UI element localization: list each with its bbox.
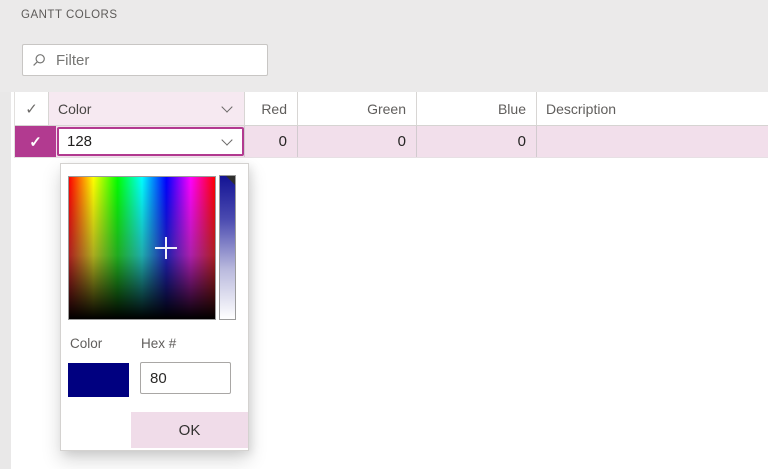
crosshair-icon (155, 237, 177, 259)
ok-button[interactable]: OK (131, 412, 248, 448)
color-cell: 128 (56, 126, 245, 157)
checkmark-icon: ✓ (25, 100, 38, 118)
color-picker-popup: Color Hex # OK (60, 163, 249, 451)
select-all-checkbox[interactable]: ✓ (15, 92, 49, 125)
saturation-value-area[interactable] (68, 176, 216, 320)
slider-arrow-icon (226, 176, 235, 185)
hex-input[interactable] (140, 362, 231, 394)
color-dropdown[interactable]: 128 (57, 127, 244, 156)
column-header-green[interactable]: Green (298, 92, 417, 125)
search-icon (33, 54, 45, 66)
value-slider[interactable] (219, 175, 236, 320)
cell-blue[interactable]: 0 (417, 126, 537, 157)
hex-label: Hex # (141, 336, 177, 351)
column-header-blue[interactable]: Blue (417, 92, 537, 125)
checkmark-icon: ✓ (29, 133, 42, 151)
grid-header-row: ✓ Color Red Green Blue Description (15, 92, 768, 126)
color-swatch (68, 363, 129, 397)
table-row: ✓ 128 0 0 0 (15, 126, 768, 158)
column-header-color[interactable]: Color (49, 92, 245, 125)
chevron-down-icon (221, 133, 233, 146)
color-label: Color (70, 336, 103, 351)
color-grid: ✓ Color Red Green Blue Description ✓ 128 (14, 92, 768, 158)
page-title: GANTT COLORS (21, 9, 118, 21)
header-bar: GANTT COLORS (0, 0, 768, 92)
cell-description[interactable] (537, 126, 768, 157)
column-header-red[interactable]: Red (245, 92, 298, 125)
color-dropdown-value: 128 (67, 133, 93, 150)
chevron-down-icon (221, 100, 233, 113)
filter-input[interactable] (54, 50, 258, 70)
row-checkbox[interactable]: ✓ (15, 126, 56, 157)
column-header-description[interactable]: Description (537, 92, 768, 125)
cell-green[interactable]: 0 (298, 126, 417, 157)
column-header-color-label: Color (58, 100, 92, 117)
filter-box[interactable] (22, 44, 268, 76)
left-gutter (0, 0, 11, 469)
cell-red[interactable]: 0 (245, 126, 298, 157)
